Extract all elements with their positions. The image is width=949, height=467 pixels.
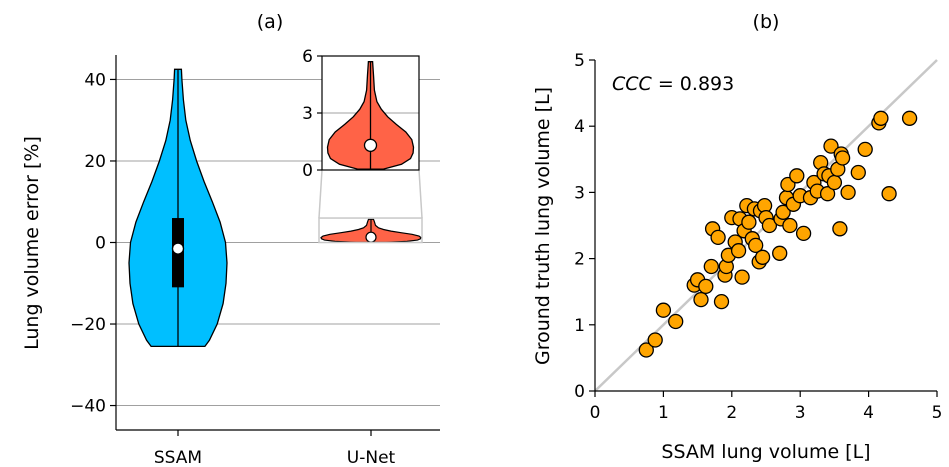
panel-b-x-tick-label: 1 xyxy=(658,403,669,423)
panel-a-x-tick-label: SSAM xyxy=(154,448,202,467)
panel-b-y-tick-label: 3 xyxy=(574,183,585,203)
panel-a-x-ticks: SSAM U-Net xyxy=(154,430,396,467)
panel-b-scatter-plot: (b) 0 1 2 3 4 5 0 1 2 3 4 5 CCC = 0.893 SSAM lung … xyxy=(532,11,942,463)
inset-y-tick-label: 0 xyxy=(302,161,313,181)
panel-b-y-tick-label: 0 xyxy=(574,382,585,402)
scatter-point xyxy=(823,138,839,154)
panel-a-title: (a) xyxy=(257,11,283,33)
scatter-point xyxy=(655,302,672,318)
inset-connector-right xyxy=(418,169,423,219)
panel-b-y-tick-label: 2 xyxy=(574,250,585,270)
scatter-point xyxy=(741,214,757,230)
scatter-point xyxy=(668,313,684,330)
panel-a-y-tick-label: −40 xyxy=(70,397,106,417)
scatter-point xyxy=(647,332,663,348)
scatter-point xyxy=(826,174,843,191)
panel-b-annotation-ccc: CCC xyxy=(612,73,653,95)
panel-a-y-tick-label: 0 xyxy=(95,234,106,254)
scatter-point xyxy=(834,150,851,166)
inset-unet-median-marker xyxy=(363,138,378,152)
panel-b-x-tick-label: 4 xyxy=(863,403,874,423)
panel-a-y-tick-label: 20 xyxy=(84,152,106,172)
panel-b-y-tick-label: 1 xyxy=(574,316,585,336)
scatter-point xyxy=(748,237,764,254)
panel-b-annotation-value: = 0.893 xyxy=(652,73,734,95)
inset-y-tick-label: 3 xyxy=(302,104,313,124)
scatter-point xyxy=(761,217,778,234)
inset-zoom-indicator xyxy=(318,217,423,244)
scatter-point xyxy=(713,293,730,310)
panel-b-x-ticks: 0 1 2 3 4 5 xyxy=(590,391,943,423)
scatter-point xyxy=(693,291,709,308)
panel-b-x-tick-label: 5 xyxy=(932,403,943,423)
panel-a-y-axis-label: Lung volume error [%] xyxy=(21,136,43,350)
scatter-point xyxy=(703,258,719,275)
scatter-point xyxy=(795,225,812,242)
panel-a-violins xyxy=(128,68,422,348)
panel-b-x-axis-label: SSAM lung volume [L] xyxy=(661,441,870,463)
panel-a-y-ticks: −40 −20 0 20 40 xyxy=(70,70,116,417)
panel-a-violin-plot: (a) 0 3 6 −40 −20 0 20 40 SSAM U-Net Lung volum… xyxy=(21,11,440,467)
scatter-point xyxy=(638,342,654,358)
panel-b-points xyxy=(638,110,918,358)
scatter-point xyxy=(730,243,747,259)
scatter-point xyxy=(881,186,897,202)
scatter-point xyxy=(754,249,771,265)
panel-b-x-tick-label: 0 xyxy=(590,403,601,423)
panel-b-y-axis-label: Ground truth lung volume [L] xyxy=(532,87,554,365)
scatter-point xyxy=(840,184,856,201)
scatter-point xyxy=(772,245,788,261)
scatter-point xyxy=(698,278,714,295)
inset-y-tick-label: 6 xyxy=(302,47,313,67)
panel-a-inset: 0 3 6 xyxy=(302,47,423,244)
scatter-point xyxy=(850,164,866,181)
inset-connector-left xyxy=(318,169,323,219)
unet-median-marker xyxy=(365,231,377,243)
panel-a-y-tick-label: 40 xyxy=(84,70,106,90)
panel-b-y-ticks: 0 1 2 3 4 5 xyxy=(574,51,595,402)
panel-b-annotation: CCC = 0.893 xyxy=(612,73,734,95)
panel-a-y-tick-label: −20 xyxy=(70,315,106,335)
scatter-point xyxy=(789,168,805,184)
scatter-point xyxy=(873,110,889,126)
scatter-point xyxy=(832,221,848,237)
scatter-point xyxy=(734,269,750,285)
scatter-point xyxy=(857,141,873,158)
scatter-point xyxy=(710,229,726,246)
ssam-median-marker xyxy=(171,242,185,255)
panel-b-x-tick-label: 2 xyxy=(726,403,737,423)
scatter-point xyxy=(782,217,798,234)
scatter-point xyxy=(775,204,791,220)
scatter-point xyxy=(901,110,918,126)
panel-b-title: (b) xyxy=(753,11,780,33)
panel-b-y-tick-label: 5 xyxy=(574,51,585,71)
panel-a-x-tick-label: U-Net xyxy=(347,448,396,467)
panel-b-y-tick-label: 4 xyxy=(574,117,585,137)
panel-b-x-tick-label: 3 xyxy=(795,403,806,423)
scatter-point xyxy=(819,186,836,202)
